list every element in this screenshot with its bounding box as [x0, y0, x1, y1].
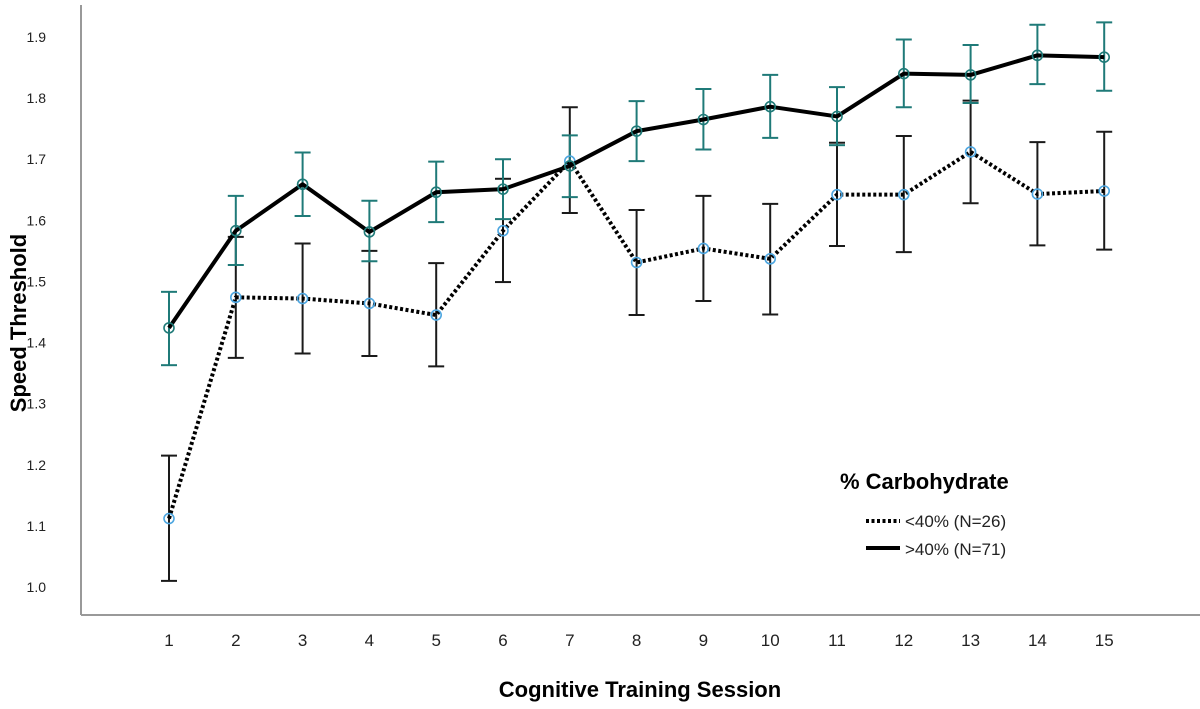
y-tick-label: 1.5 — [27, 273, 47, 289]
x-tick-label: 3 — [298, 631, 307, 650]
data-point — [831, 110, 843, 123]
x-tick-label: 2 — [231, 631, 240, 650]
x-tick-label: 5 — [431, 631, 440, 650]
y-tick-labels: 1.0 1.1 1.2 1.3 1.4 1.5 1.6 1.7 1.8 1.9 — [27, 29, 47, 595]
x-tick-label: 6 — [498, 631, 507, 650]
legend-label-gt40: >40% (N=71) — [905, 540, 1006, 559]
data-point — [363, 226, 376, 238]
legend: % Carbohydrate <40% (N=26) >40% (N=71) — [840, 469, 1009, 559]
x-tick-label: 12 — [894, 631, 913, 650]
y-tick-label: 1.2 — [27, 457, 47, 473]
data-point — [230, 224, 242, 237]
x-tick-label: 1 — [164, 631, 173, 650]
data-point — [163, 322, 175, 334]
data-point — [964, 69, 977, 81]
x-tick-label: 10 — [761, 631, 780, 650]
series-errorbars-0 — [161, 99, 1113, 582]
data-point — [296, 178, 309, 191]
data-point — [831, 188, 843, 201]
x-tick-labels: 1 2 3 4 5 6 7 8 9 10 11 12 13 14 15 — [164, 631, 1113, 650]
y-tick-label: 1.7 — [27, 151, 47, 167]
data-point — [1031, 188, 1044, 200]
y-axis-title: Speed Threshold — [6, 234, 31, 412]
x-tick-label: 15 — [1095, 631, 1114, 650]
x-tick-label: 11 — [828, 631, 846, 650]
axes — [80, 5, 1200, 616]
data-point — [697, 242, 710, 255]
y-tick-label: 1.6 — [27, 212, 47, 228]
data-point — [897, 67, 910, 80]
data-point — [497, 183, 509, 195]
data-point — [430, 186, 443, 199]
y-tick-label: 1.8 — [27, 90, 47, 106]
x-tick-label: 4 — [365, 631, 374, 650]
data-point — [563, 160, 576, 172]
y-tick-label: 1.0 — [27, 579, 47, 595]
data-point — [163, 512, 175, 525]
data-point — [1098, 185, 1110, 197]
data-point — [497, 224, 509, 237]
data-point — [296, 292, 309, 305]
data-point — [764, 253, 777, 265]
series-line-1 — [167, 53, 1105, 330]
data-point — [630, 256, 643, 269]
data-point — [363, 297, 376, 310]
x-tick-label: 14 — [1028, 631, 1047, 650]
data-point — [630, 125, 643, 137]
x-axis-title: Cognitive Training Session — [499, 677, 781, 702]
legend-title: % Carbohydrate — [840, 469, 1009, 494]
data-point — [964, 146, 977, 158]
y-tick-label: 1.9 — [27, 29, 47, 45]
data-point — [697, 113, 710, 126]
data-point — [230, 291, 242, 304]
y-tick-label: 1.3 — [27, 396, 47, 412]
y-tick-label: 1.1 — [27, 518, 47, 534]
legend-label-lt40: <40% (N=26) — [905, 512, 1006, 531]
x-tick-label: 13 — [961, 631, 980, 650]
data-point — [897, 188, 910, 201]
data-point — [430, 309, 443, 321]
data-point — [764, 100, 777, 113]
x-tick-label: 8 — [632, 631, 641, 650]
data-point — [1098, 51, 1110, 63]
data-point — [1031, 49, 1044, 62]
y-tick-label: 1.4 — [27, 335, 47, 351]
x-tick-label: 7 — [565, 631, 574, 650]
series-line-0 — [167, 149, 1105, 520]
x-tick-label: 9 — [699, 631, 708, 650]
plot-area — [161, 21, 1113, 582]
